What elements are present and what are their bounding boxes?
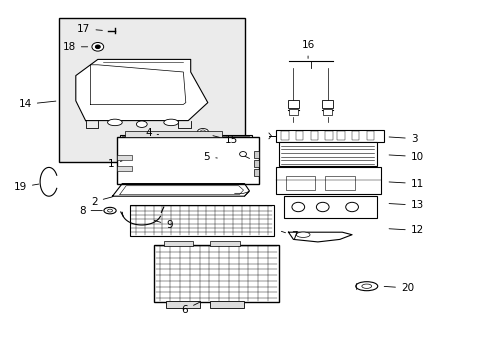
Text: 4: 4 <box>144 128 158 138</box>
Bar <box>254 169 259 176</box>
Ellipse shape <box>200 130 205 133</box>
Bar <box>163 241 193 246</box>
Ellipse shape <box>296 232 309 238</box>
Bar <box>210 301 244 308</box>
Text: 18: 18 <box>62 42 87 52</box>
Ellipse shape <box>197 129 208 134</box>
Bar <box>122 136 249 143</box>
Text: 17: 17 <box>77 24 102 34</box>
Bar <box>117 137 259 184</box>
Bar <box>254 151 259 158</box>
Bar <box>254 160 259 167</box>
Ellipse shape <box>361 284 371 288</box>
Bar <box>278 142 376 166</box>
Bar <box>59 18 244 162</box>
Bar <box>322 100 332 108</box>
Circle shape <box>239 152 246 157</box>
Bar <box>295 131 303 140</box>
Bar <box>154 245 278 302</box>
Circle shape <box>92 42 103 51</box>
Bar <box>120 135 251 144</box>
Text: 10: 10 <box>388 152 423 162</box>
Polygon shape <box>76 59 207 121</box>
Bar <box>285 176 315 190</box>
Text: 1: 1 <box>108 159 122 169</box>
Ellipse shape <box>107 209 112 212</box>
Text: 12: 12 <box>388 225 423 235</box>
Bar <box>337 131 344 140</box>
Bar <box>129 205 273 236</box>
Text: 3: 3 <box>388 134 417 144</box>
Ellipse shape <box>136 121 147 127</box>
Bar <box>210 241 239 246</box>
Circle shape <box>291 202 304 212</box>
Polygon shape <box>288 232 351 242</box>
Text: 15: 15 <box>213 135 238 145</box>
Bar <box>281 131 288 140</box>
Text: 7: 7 <box>281 231 297 241</box>
Bar <box>325 131 332 140</box>
Ellipse shape <box>163 119 178 126</box>
Bar <box>276 130 383 142</box>
Text: 20: 20 <box>384 283 413 293</box>
Bar <box>366 131 373 140</box>
Bar <box>283 196 376 218</box>
Bar <box>117 155 132 160</box>
Bar <box>288 109 297 115</box>
Circle shape <box>95 45 100 49</box>
Text: 6: 6 <box>181 302 200 315</box>
Ellipse shape <box>355 282 377 291</box>
Bar <box>117 166 132 171</box>
Bar <box>323 109 331 115</box>
Ellipse shape <box>107 119 122 126</box>
Bar <box>287 100 298 108</box>
Bar <box>166 301 200 308</box>
Text: 16: 16 <box>301 40 314 58</box>
Circle shape <box>316 202 328 212</box>
Text: 5: 5 <box>203 152 217 162</box>
Text: 11: 11 <box>388 179 423 189</box>
Circle shape <box>345 202 358 212</box>
Bar <box>351 131 359 140</box>
Bar <box>124 131 222 137</box>
Text: 13: 13 <box>388 200 423 210</box>
Text: 19: 19 <box>14 182 39 192</box>
Ellipse shape <box>104 207 116 214</box>
Text: 2: 2 <box>91 197 112 207</box>
Text: 9: 9 <box>154 220 173 230</box>
Text: 14: 14 <box>19 99 56 109</box>
Bar <box>310 131 317 140</box>
Bar <box>276 167 381 194</box>
Text: 8: 8 <box>79 206 102 216</box>
Polygon shape <box>112 184 249 196</box>
Bar <box>325 176 354 190</box>
